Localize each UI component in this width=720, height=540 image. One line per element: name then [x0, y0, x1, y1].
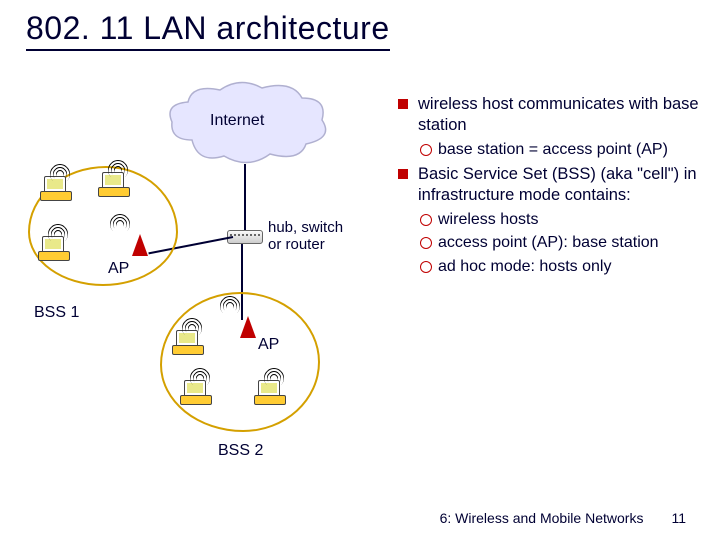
hub-label-line2: or router [268, 236, 325, 253]
ap2-label: AP [258, 336, 279, 354]
bullet-level2: wireless hosts [398, 210, 708, 230]
footer: 6: Wireless and Mobile Networks 11 [440, 510, 686, 526]
hub-label: hub, switch or router [268, 220, 343, 253]
bss2-label: BSS 2 [218, 442, 263, 460]
ap2-icon [240, 316, 256, 338]
bullet-level2: base station = access point (AP) [398, 140, 708, 160]
ap1-label: AP [108, 260, 129, 278]
diagram: Internet hub, switch or router AP BSS 1 [20, 80, 390, 500]
bss2-boundary [160, 292, 320, 432]
hub-label-line1: hub, switch [268, 219, 343, 236]
bullet-level1: Basic Service Set (BSS) (aka "cell") in … [398, 164, 708, 206]
ap1-icon [132, 234, 148, 256]
slide-title: 802. 11 LAN architecture [26, 10, 390, 51]
bullet-level2: access point (AP): base station [398, 233, 708, 253]
link-cloud-hub [244, 164, 246, 230]
bullet-level1: wireless host communicates with base sta… [398, 94, 708, 136]
bss1-label: BSS 1 [34, 304, 79, 322]
slide: 802. 11 LAN architecture Internet hub, s… [0, 0, 720, 540]
footer-chapter: 6: Wireless and Mobile Networks [440, 510, 644, 526]
footer-page: 11 [671, 510, 686, 526]
internet-label: Internet [210, 112, 264, 130]
bullet-level2: ad hoc mode: hosts only [398, 257, 708, 277]
bullet-list: wireless host communicates with base sta… [398, 94, 708, 280]
